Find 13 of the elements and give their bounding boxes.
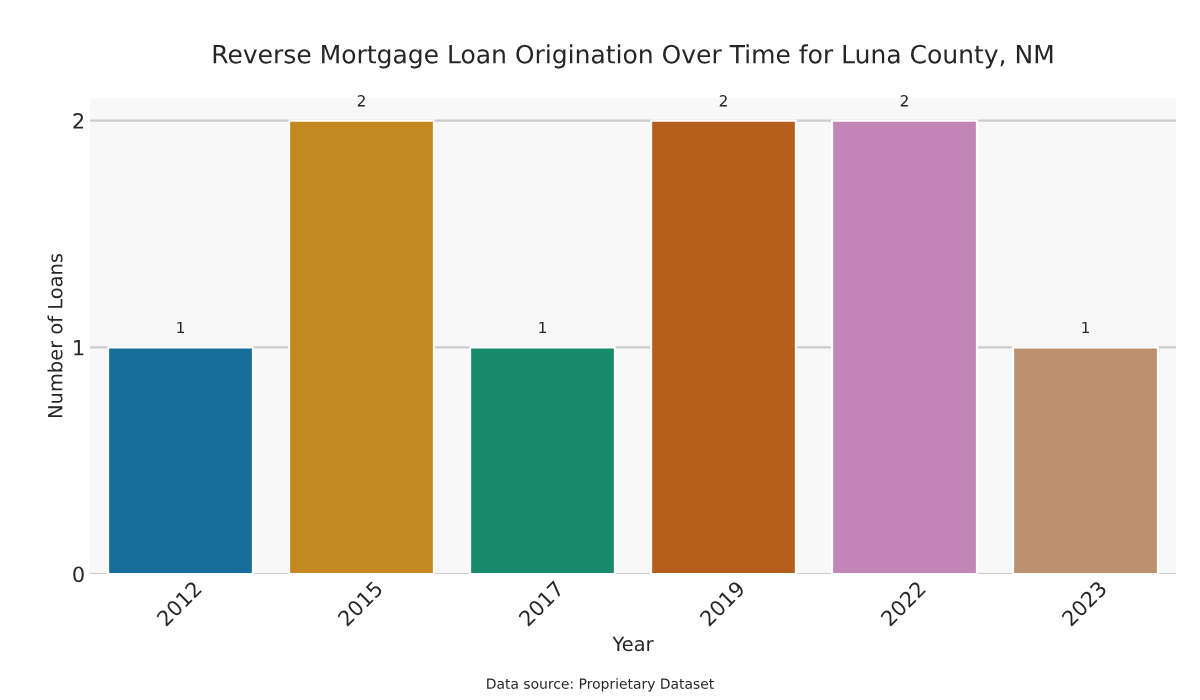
data-label: 2 — [719, 95, 727, 107]
data-label: 2 — [357, 95, 365, 107]
y-tick-label: 0 — [73, 566, 84, 583]
data-label: 2 — [900, 95, 908, 107]
y-tick-label: 1 — [74, 340, 84, 356]
source-note: Data source: Proprietary Dataset — [487, 678, 714, 692]
y-axis-title: Number of Loans — [47, 253, 63, 418]
x-axis-title: Year — [612, 636, 654, 652]
chart-title: Reverse Mortgage Loan Origination Over Time for Luna County, NM — [213, 44, 1053, 69]
y-tick-label: 2 — [73, 113, 84, 129]
data-label: 1 — [177, 321, 184, 334]
data-label: 1 — [539, 321, 546, 334]
data-label: 1 — [1082, 321, 1089, 334]
